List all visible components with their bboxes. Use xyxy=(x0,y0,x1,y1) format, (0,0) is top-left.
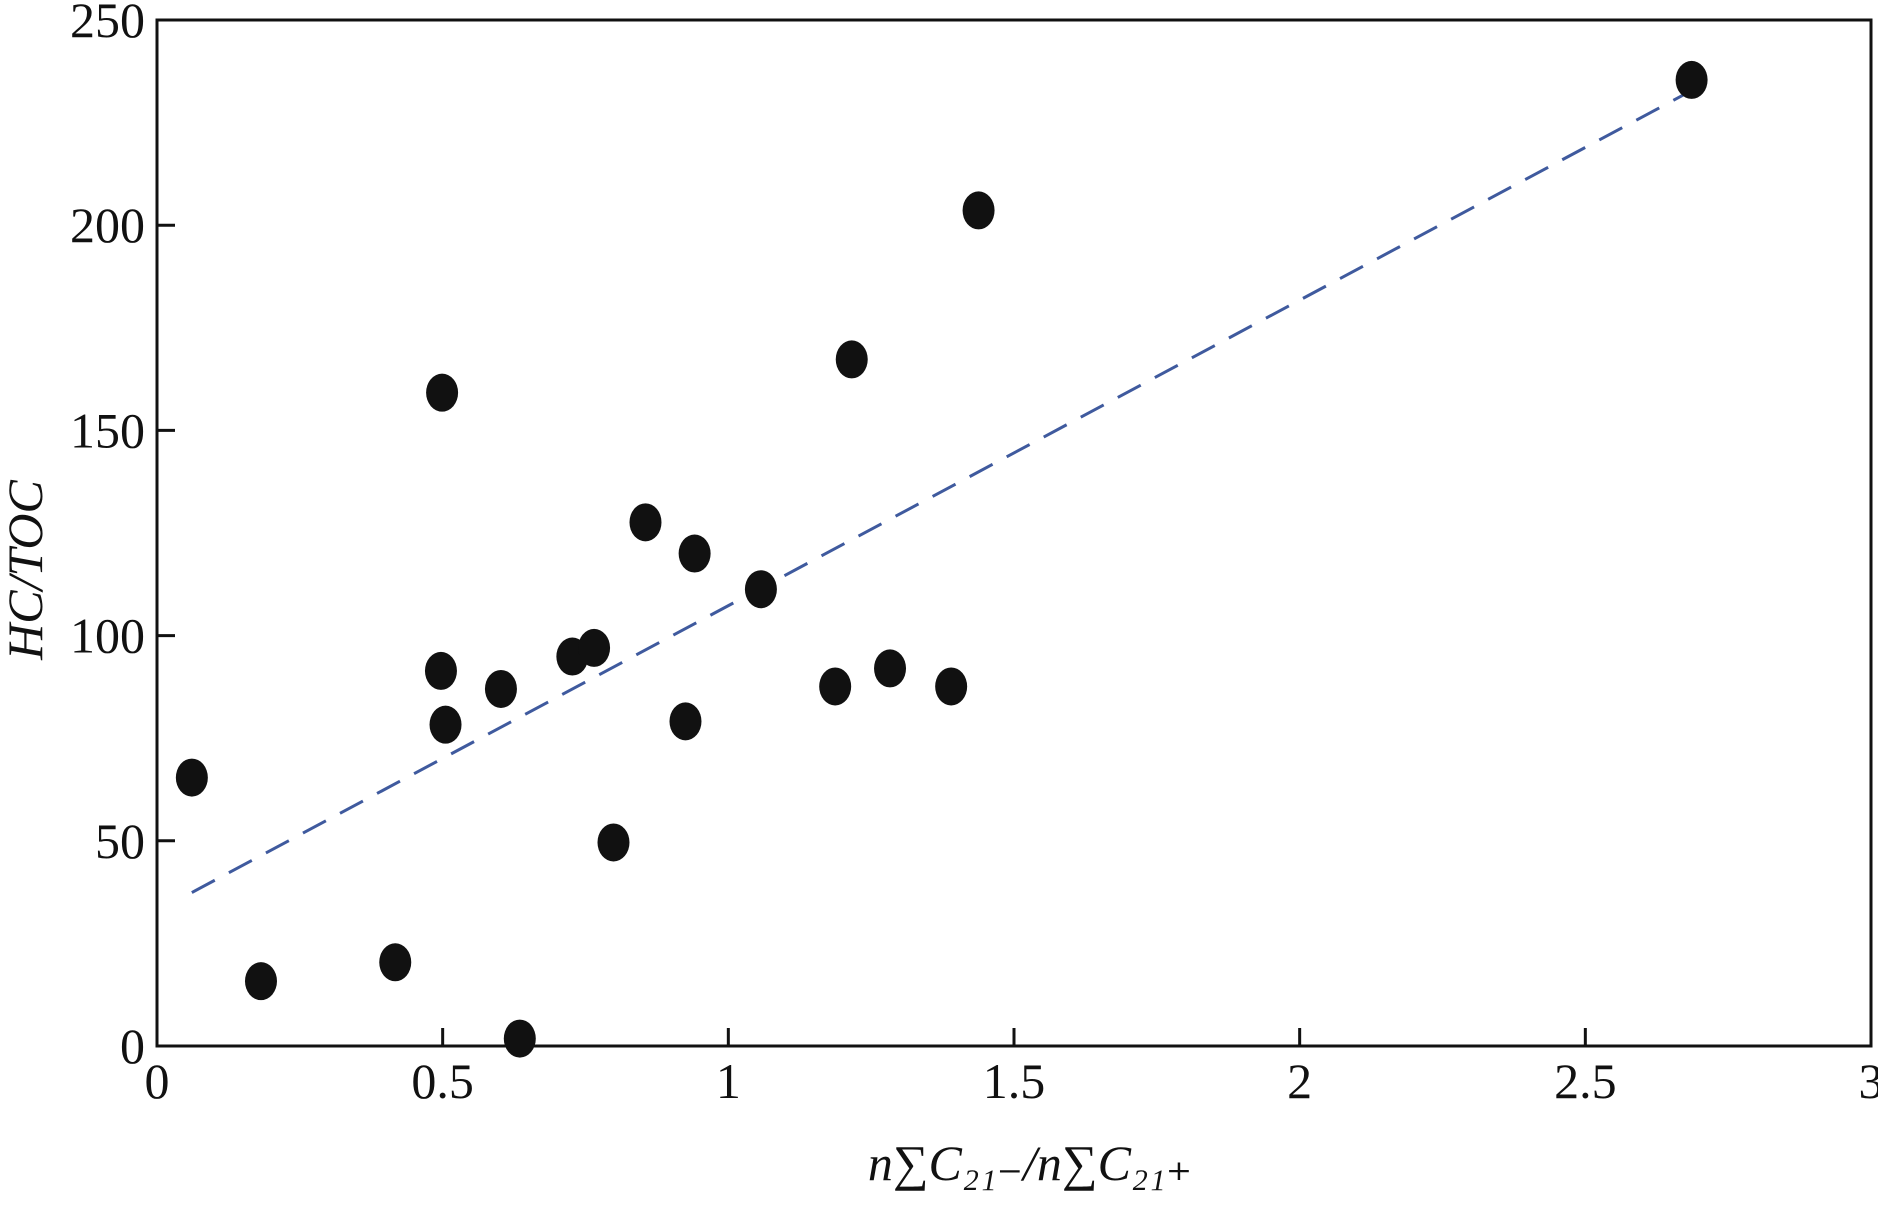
point xyxy=(485,670,517,708)
y-tick-label: 150 xyxy=(70,402,145,458)
point xyxy=(745,570,777,608)
y-tick-label: 50 xyxy=(95,813,145,869)
point xyxy=(245,962,277,1000)
x-tick-label: 2.5 xyxy=(1554,1053,1617,1109)
plot-frame xyxy=(157,20,1871,1046)
y-tick-label: 200 xyxy=(70,197,145,253)
x-tick-label: 0 xyxy=(145,1053,170,1109)
x-axis-label: n∑C₂₁₋/n∑C₂₁₊ xyxy=(868,1135,1192,1191)
x-tick-label: 3 xyxy=(1859,1053,1878,1109)
point xyxy=(426,374,458,412)
x-tick-label: 1.5 xyxy=(983,1053,1046,1109)
x-tick-label: 2 xyxy=(1287,1053,1312,1109)
x-tick-label: 0.5 xyxy=(411,1053,474,1109)
point xyxy=(597,823,629,861)
point xyxy=(504,1020,536,1058)
point xyxy=(430,706,462,744)
point xyxy=(176,759,208,797)
point xyxy=(679,535,711,573)
trend-line xyxy=(192,91,1692,893)
point xyxy=(425,652,457,690)
point xyxy=(836,340,868,378)
point xyxy=(935,667,967,705)
y-axis-label: HC/TOC xyxy=(0,479,53,660)
point xyxy=(1676,61,1708,99)
point xyxy=(819,667,851,705)
y-tick-label: 0 xyxy=(120,1018,145,1074)
point xyxy=(379,943,411,981)
point xyxy=(629,503,661,541)
point xyxy=(669,702,701,740)
point xyxy=(963,191,995,229)
point xyxy=(578,629,610,667)
x-tick-label: 1 xyxy=(716,1053,741,1109)
y-tick-label: 100 xyxy=(70,608,145,664)
y-tick-label: 250 xyxy=(70,0,145,48)
point xyxy=(874,649,906,687)
